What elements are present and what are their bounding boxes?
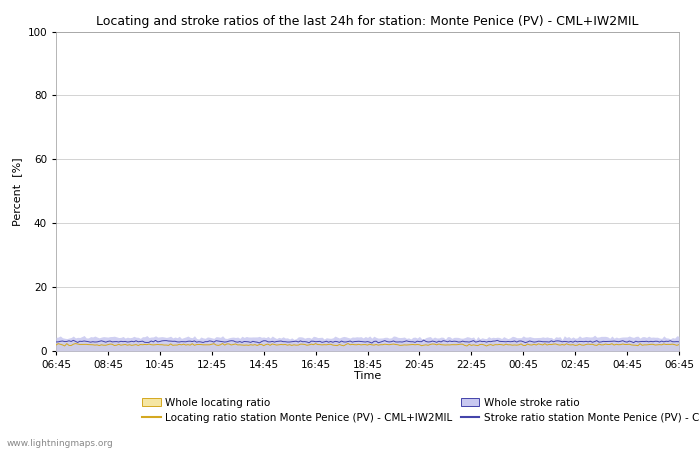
Title: Locating and stroke ratios of the last 24h for station: Monte Penice (PV) - CML+: Locating and stroke ratios of the last 2… xyxy=(97,14,638,27)
X-axis label: Time: Time xyxy=(354,371,381,382)
Text: www.lightningmaps.org: www.lightningmaps.org xyxy=(7,439,113,448)
Legend: Whole locating ratio, Locating ratio station Monte Penice (PV) - CML+IW2MIL, Who: Whole locating ratio, Locating ratio sta… xyxy=(142,398,700,423)
Y-axis label: Percent  [%]: Percent [%] xyxy=(12,157,22,225)
